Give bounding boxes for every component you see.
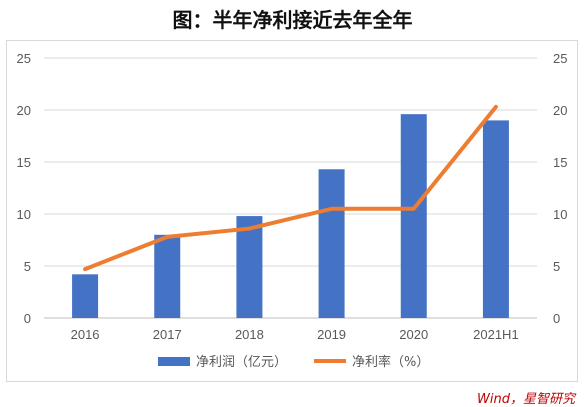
source-note: Wind，星智研究 xyxy=(477,392,575,407)
bar xyxy=(400,114,427,318)
y2-tick-label: 0 xyxy=(553,311,560,326)
x-axis: 2016 2017 2018 2019 2020 2021H1 xyxy=(71,327,519,342)
y-tick-label: 5 xyxy=(24,259,31,274)
y2-tick-label: 10 xyxy=(553,207,567,222)
y-tick-label: 25 xyxy=(17,51,31,66)
x-tick-label: 2018 xyxy=(235,327,264,342)
y-tick-label: 20 xyxy=(17,103,31,118)
legend-swatch-bar xyxy=(158,357,190,366)
y2-tick-label: 15 xyxy=(553,155,567,170)
y-axis-left: 0 5 10 15 20 25 xyxy=(17,51,31,326)
y-tick-label: 15 xyxy=(17,155,31,170)
legend-label: 净利润（亿元） xyxy=(196,355,287,370)
y-tick-label: 10 xyxy=(17,207,31,222)
line-series xyxy=(83,104,498,272)
x-tick-label: 2019 xyxy=(317,327,346,342)
y2-tick-label: 25 xyxy=(553,51,567,66)
legend: 净利润（亿元） 净利率（%） xyxy=(158,354,429,370)
y2-tick-label: 20 xyxy=(553,103,567,118)
bar xyxy=(72,274,99,318)
bar xyxy=(154,234,181,318)
y2-tick-label: 5 xyxy=(553,259,560,274)
chart-frame xyxy=(6,40,578,382)
x-tick-label: 2016 xyxy=(71,327,100,342)
y-tick-label: 0 xyxy=(24,311,31,326)
chart-title: 图：半年净利接近去年全年 xyxy=(172,8,413,32)
bar xyxy=(482,120,509,319)
x-tick-label: 2020 xyxy=(399,327,428,342)
legend-label: 净利率（%） xyxy=(352,354,429,370)
bar-series xyxy=(72,114,509,319)
bar xyxy=(236,216,263,318)
y-axis-right: 0 5 10 15 20 25 xyxy=(553,51,567,326)
x-tick-label: 2017 xyxy=(153,327,182,342)
x-tick-label: 2021H1 xyxy=(473,327,519,342)
bar xyxy=(318,169,345,318)
line-path xyxy=(83,104,498,272)
grid-lines xyxy=(44,57,537,319)
